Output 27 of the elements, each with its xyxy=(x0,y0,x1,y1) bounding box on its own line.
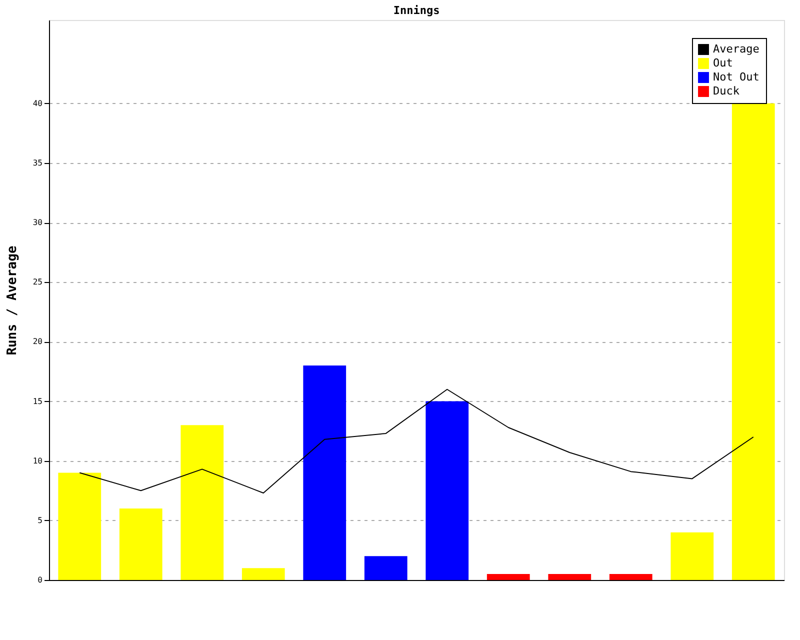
y-axis-title: Runs / Average xyxy=(4,246,20,356)
chart-title: Innings xyxy=(393,4,440,17)
y-tick-label: 15 xyxy=(32,396,43,406)
y-tick-label: 40 xyxy=(32,98,43,108)
legend-label: Out xyxy=(713,56,733,70)
bar xyxy=(119,508,162,580)
bar xyxy=(242,568,285,580)
legend-label: Not Out xyxy=(713,70,760,84)
bar xyxy=(426,401,469,580)
bar xyxy=(486,574,530,580)
line-series xyxy=(79,388,754,494)
y-tick-label: 0 xyxy=(38,576,43,584)
bar xyxy=(548,574,592,580)
legend-label: Average xyxy=(713,42,760,56)
bar xyxy=(609,574,652,580)
bar xyxy=(364,556,408,580)
y-tick-label: 20 xyxy=(32,337,43,346)
y-tick-label: 35 xyxy=(32,158,43,168)
y-tick-label: 30 xyxy=(32,218,43,228)
y-tick-label: 25 xyxy=(32,278,43,287)
y-tick-label: 5 xyxy=(38,516,43,525)
y-tick-label: 10 xyxy=(32,456,43,466)
bar xyxy=(180,425,224,580)
legend-label: Duck xyxy=(713,84,740,98)
bar xyxy=(58,472,102,580)
bar xyxy=(303,366,346,580)
bar xyxy=(670,532,714,580)
